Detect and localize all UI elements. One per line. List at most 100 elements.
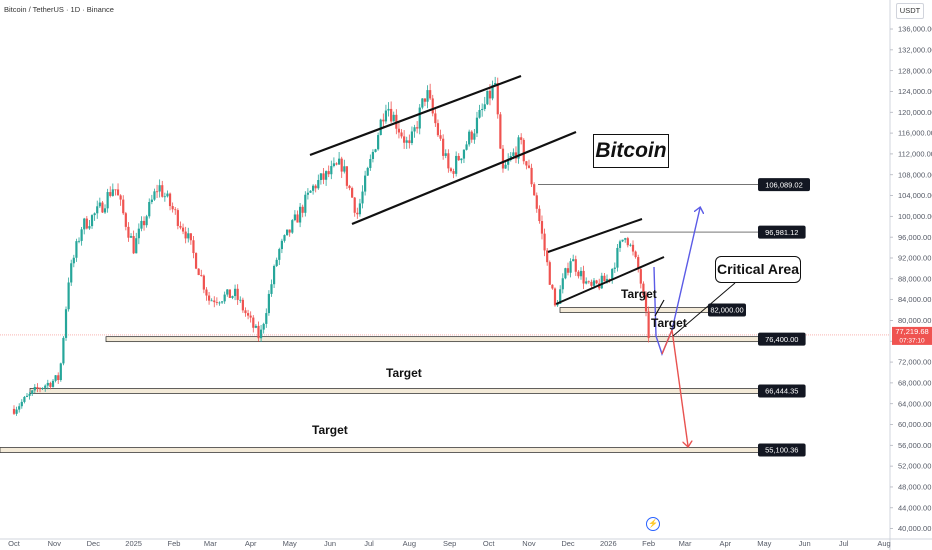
candle-body: [338, 158, 341, 165]
level-tag-96981-bg: [758, 225, 806, 239]
candle-body: [83, 218, 86, 230]
currency-label[interactable]: USDT: [896, 3, 924, 19]
candle: [559, 285, 562, 304]
candle: [51, 379, 55, 388]
level-tag-82000: 82,000.00: [710, 306, 743, 315]
candle: [491, 80, 494, 101]
candle: [361, 185, 364, 209]
candle-body: [377, 135, 380, 150]
candle-body: [135, 238, 138, 254]
candle-body: [171, 206, 174, 210]
candle: [137, 223, 140, 245]
candle: [223, 291, 226, 304]
candle-body: [494, 82, 497, 85]
candle: [57, 372, 60, 384]
candle-body: [233, 288, 237, 297]
candle-body: [624, 238, 627, 240]
candle: [20, 399, 23, 409]
candle: [301, 204, 304, 218]
candle-body: [296, 214, 299, 223]
candle: [285, 229, 289, 236]
y-tick-label: 104,000.00: [898, 191, 932, 200]
candle: [262, 322, 265, 334]
candle: [129, 233, 133, 238]
candle-body: [566, 268, 570, 273]
candle: [626, 236, 629, 248]
candle-body: [197, 268, 200, 276]
candle-body: [228, 289, 231, 298]
candle-body: [155, 191, 159, 193]
y-tick-label: 40,000.00: [898, 524, 931, 533]
candle-body: [520, 137, 523, 140]
candle: [642, 281, 645, 298]
candle-body: [285, 229, 289, 236]
candle-body: [314, 185, 317, 189]
candle-body: [90, 215, 94, 227]
candle-body: [455, 155, 458, 174]
candle-body: [257, 325, 260, 339]
candle-body: [194, 253, 198, 269]
candle: [520, 133, 523, 145]
candle-body: [158, 185, 161, 192]
candle-body: [449, 168, 453, 172]
y-tick-label: 92,000.00: [898, 254, 931, 263]
candle: [611, 268, 614, 284]
y-tick-label: 64,000.00: [898, 399, 931, 408]
candle-body: [374, 149, 377, 152]
candle: [473, 128, 476, 144]
candle-body: [613, 267, 616, 269]
candle: [408, 134, 411, 149]
candle: [309, 190, 312, 194]
candle-body: [439, 135, 442, 139]
candle: [270, 279, 273, 297]
candle-body: [600, 275, 603, 289]
channel-upper-line-2: [547, 218, 643, 253]
y-tick-label: 80,000.00: [898, 316, 931, 325]
candle: [241, 297, 244, 313]
candle: [296, 210, 299, 223]
candle: [18, 403, 21, 413]
candle: [644, 291, 648, 317]
candle: [436, 119, 440, 137]
candle: [587, 280, 590, 284]
candle-body: [231, 296, 234, 298]
candle: [535, 192, 538, 213]
candle-body: [582, 270, 585, 284]
candle-body: [189, 233, 192, 241]
candle-body: [12, 408, 16, 414]
candle-body: [416, 127, 419, 129]
candle: [465, 141, 468, 151]
candle-body: [184, 231, 187, 239]
event-marker-icon[interactable]: ⚡: [646, 517, 660, 531]
candle-body: [637, 257, 640, 270]
candle-body: [322, 173, 325, 180]
candle-body: [145, 216, 148, 226]
y-tick-label: 136,000.00: [898, 25, 932, 34]
candle: [67, 277, 70, 312]
candle-body: [236, 288, 239, 300]
candle-body: [15, 409, 18, 414]
candle-body: [460, 158, 463, 161]
critical-area-label: Critical Area: [717, 261, 799, 277]
candle: [28, 391, 31, 400]
candle: [49, 381, 52, 390]
y-tick-label: 68,000.00: [898, 378, 931, 387]
candle-body: [137, 228, 140, 239]
candle: [283, 234, 286, 243]
candle: [187, 227, 190, 243]
candle: [501, 145, 505, 173]
candle-body: [369, 159, 372, 168]
candle: [103, 204, 107, 214]
candle-body: [59, 363, 62, 381]
candle: [429, 83, 432, 101]
candle: [246, 309, 250, 320]
channel-lower-line-1: [351, 130, 577, 226]
candle-body: [36, 386, 39, 389]
candle: [293, 210, 296, 222]
candle: [33, 384, 36, 394]
candle: [317, 174, 320, 190]
candle: [499, 112, 502, 149]
candle-body: [298, 206, 302, 223]
candle: [31, 389, 34, 396]
